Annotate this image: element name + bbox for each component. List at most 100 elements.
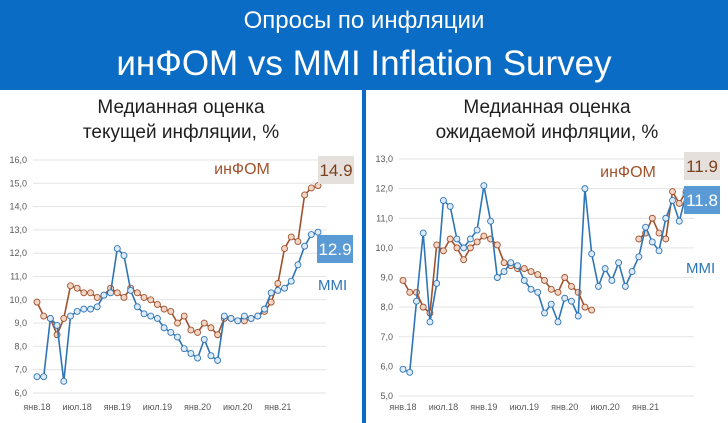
data-point-infom — [568, 282, 575, 290]
data-point-mmi — [227, 314, 235, 322]
data-point-mmi — [561, 294, 569, 302]
data-point-mmi — [46, 314, 54, 322]
y-tick-label: 5,0 — [380, 391, 393, 401]
y-tick-label: 6,0 — [380, 361, 393, 371]
data-point-infom — [87, 289, 94, 297]
x-tick-label: янв.19 — [104, 402, 131, 412]
data-point-infom — [554, 288, 562, 296]
data-point-mmi — [406, 368, 414, 376]
data-point-mmi — [314, 228, 322, 236]
header-title-line1: Опросы по инфляции — [243, 7, 485, 34]
data-point-mmi — [160, 324, 168, 332]
data-point-mmi — [140, 310, 148, 318]
data-point-mmi — [426, 318, 434, 326]
data-point-mmi — [153, 314, 161, 322]
data-point-infom — [214, 331, 222, 339]
data-point-mmi — [247, 314, 255, 322]
data-point-mmi — [635, 253, 643, 261]
data-point-mmi — [500, 268, 508, 276]
data-point-mmi — [541, 309, 548, 317]
data-point-infom — [80, 289, 88, 297]
data-point-mmi — [547, 300, 555, 308]
y-tick-label: 8,0 — [14, 341, 27, 351]
data-point-infom — [534, 271, 542, 278]
data-point-mmi — [419, 229, 427, 237]
data-point-mmi — [220, 312, 228, 320]
y-tick-label: 10,0 — [9, 295, 27, 305]
panel-divider — [362, 90, 366, 423]
data-point-infom — [160, 305, 168, 313]
chart-title-line-2: ожидаемой инфляции, % — [436, 122, 659, 143]
data-point-mmi — [621, 282, 629, 290]
data-point-mmi — [439, 197, 447, 204]
data-point-infom — [460, 256, 468, 264]
data-point-infom — [67, 282, 74, 290]
x-tick-label: июл.18 — [429, 402, 458, 412]
last-value-badge-mmi — [684, 186, 720, 214]
data-point-mmi — [240, 312, 248, 320]
data-point-infom — [113, 289, 121, 297]
data-point-infom — [301, 191, 309, 199]
y-tick-label: 12,0 — [375, 184, 393, 194]
data-point-infom — [180, 312, 188, 320]
data-point-mmi — [588, 250, 596, 258]
data-point-mmi — [446, 202, 454, 210]
data-point-mmi — [493, 274, 501, 281]
data-point-mmi — [93, 303, 101, 311]
chart-current-inflation: Медианная оценка текущей инфляции, % 6,0 7,… — [9, 97, 354, 412]
y-tick-label: 10,0 — [375, 243, 393, 253]
data-point-mmi — [399, 365, 407, 373]
data-point-infom — [439, 247, 447, 255]
data-point-mmi — [554, 318, 562, 326]
data-point-mmi — [433, 279, 441, 287]
data-point-infom — [73, 284, 81, 292]
data-point-infom — [40, 312, 48, 320]
data-point-infom — [581, 303, 589, 311]
last-value-infom: 14.9 — [319, 161, 352, 180]
x-tick-label: янв.20 — [551, 402, 578, 412]
data-point-infom — [187, 326, 195, 334]
data-point-mmi — [301, 242, 309, 250]
data-point-mmi — [107, 289, 115, 297]
y-tick-label: 7,0 — [14, 365, 27, 375]
data-point-infom — [60, 314, 68, 322]
x-tick-label: янв.18 — [389, 402, 416, 412]
data-point-mmi — [648, 238, 656, 246]
y-tick-label: 11,0 — [10, 272, 27, 282]
data-point-infom — [174, 319, 181, 327]
data-point-mmi — [534, 288, 542, 296]
series-label-infom: инФОМ — [600, 164, 656, 181]
data-point-infom — [399, 277, 407, 284]
series-label-infom: инФОМ — [214, 161, 270, 178]
data-point-mmi — [460, 244, 468, 252]
header-title-line2: инФОМ vs MMI Inflation Survey — [116, 44, 612, 83]
chart-title-line-1: Медианная оценка — [97, 97, 265, 118]
data-point-infom — [200, 319, 208, 327]
data-point-mmi — [453, 235, 461, 243]
series-label-mmi: MMI — [318, 277, 347, 294]
y-tick-label: 13,0 — [375, 154, 393, 164]
last-value-badge-mmi — [317, 235, 353, 263]
data-point-infom — [120, 294, 128, 301]
data-point-mmi — [87, 305, 94, 313]
data-point-mmi — [194, 354, 202, 362]
data-point-mmi — [675, 217, 683, 225]
data-point-infom — [561, 274, 569, 281]
data-point-infom — [675, 199, 683, 207]
data-point-mmi — [608, 277, 616, 284]
data-point-infom — [520, 265, 528, 273]
data-point-infom — [287, 233, 295, 241]
data-point-mmi — [642, 223, 650, 231]
data-point-mmi — [53, 321, 61, 329]
last-value-infom: 11.9 — [686, 157, 718, 176]
x-tick-label: июл.19 — [510, 402, 539, 412]
header-banner: Опросы по инфляции инФОМ vs MMI Inflatio… — [0, 0, 728, 90]
last-value-badge-infom — [684, 152, 720, 180]
data-point-infom — [493, 241, 501, 249]
data-point-infom — [307, 184, 315, 192]
data-point-infom — [547, 285, 555, 293]
last-value-mmi: 11.8 — [686, 191, 718, 210]
chart-panel-expected-inflation: Медианная оценка ожидаемой инфляции, % 5,0… — [366, 90, 728, 423]
data-point-mmi — [214, 356, 222, 364]
data-point-mmi — [473, 226, 481, 234]
